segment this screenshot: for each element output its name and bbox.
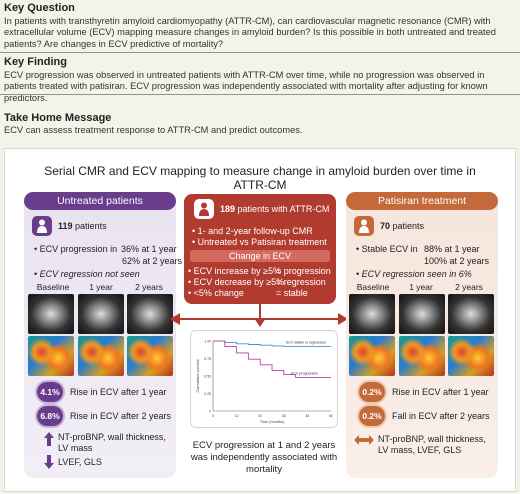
y-tick-label: 0 [209,410,211,414]
series-line [213,340,331,348]
key-finding-heading: Key Finding [4,56,67,68]
ecv-map-image [28,336,74,376]
y-axis-label: Cumulative survival [196,359,200,392]
patient-icon [354,216,374,236]
take-home-text: ECV can assess treatment response to ATT… [4,125,303,135]
center-row1-a: • ECV increase by ≥5% [188,266,282,276]
ecv-map-image [349,336,395,376]
patisiran-panel [346,192,498,478]
ecv-map-image [399,336,445,376]
center-row2-b: = regression [276,277,326,287]
img-label-2yr: 2 years [135,282,163,292]
x-tick-label: 60 [329,414,333,418]
patisiran-stable-1yr: 88% at 1 year [424,244,480,254]
untreated-prog-2yr: 62% at 2 years [122,256,183,266]
untreated-count: 119 [58,221,73,231]
patient-icon [194,199,214,219]
center-count-label: patients with ATTR-CM [237,204,330,214]
cmr-image [78,294,124,334]
untreated-header: Untreated patients [24,192,176,210]
survival-chart: 1.00 0.75 0.50 0.25 0 0 12 24 36 48 60 Time (months… [190,330,338,428]
patisiran-lr-text1: NT-proBNP, wall thickness, [378,434,486,444]
center-row3-a: • <5% change [188,288,244,298]
right-arrowhead-icon [338,313,348,325]
patisiran-stable-label: • Stable ECV in [356,244,418,254]
take-home-heading: Take Home Message [4,112,112,124]
patisiran-stable-2yr: 100% at 2 years [424,256,490,266]
x-tick-label: 24 [258,414,262,418]
center-row3-b: = stable [276,288,308,298]
left-right-arrow-icon [354,435,374,445]
patient-icon [32,216,52,236]
divider [0,52,520,53]
untreated-up-text2: LV mass [58,443,93,453]
left-arrowhead-icon [170,313,180,325]
y-tick-label: 0.75 [204,357,211,361]
x-tick-label: 48 [305,414,309,418]
cmr-image [28,294,74,334]
untreated-prog-1yr: 36% at 1 year [121,244,177,254]
figure-title: Serial CMR and ECV mapping to measure ch… [44,164,476,192]
rise-2yr-label: Rise in ECV after 2 years [70,411,172,421]
divider [0,94,520,95]
cmr-image [448,294,494,334]
down-arrow-icon [44,455,54,469]
untreated-down-text: LVEF, GLS [58,457,102,467]
patisiran-count: 70 [380,221,391,231]
center-row1-b: = progression [276,266,331,276]
untreated-count-label: patients [75,221,107,231]
key-question-text: In patients with transthyretin amyloid c… [4,16,496,49]
x-tick-label: 0 [212,414,214,418]
img-label-1yr: 1 year [409,282,433,292]
rise-1yr-badge: 0.2% [359,382,385,402]
patisiran-regression: • ECV regression seen in 6% [356,269,472,279]
img-label-1yr: 1 year [89,282,113,292]
rise-2yr-badge: 6.8% [37,406,63,426]
ecv-map-image [127,336,173,376]
patisiran-count-label: patients [392,221,425,231]
y-tick-label: 0.50 [204,375,211,379]
y-tick-label: 1.00 [204,340,211,344]
key-finding-text: ECV progression was observed in untreate… [4,70,488,103]
series-label: ECV stable or regression [286,341,326,345]
up-arrow-icon [44,432,54,446]
img-label-2yr: 2 years [455,282,483,292]
center-row2-a: • ECV decrease by ≥5% [188,277,285,287]
untreated-panel [24,192,176,478]
ecv-map-image [448,336,494,376]
patisiran-rise1-label: Rise in ECV after 1 year [392,387,489,397]
survival-chart-svg: 1.00 0.75 0.50 0.25 00 12 24 36 48 60 Time (months… [196,340,333,425]
series-label: ECV progression [291,371,318,375]
untreated-up-text1: NT-proBNP, wall thickness, [58,432,166,442]
x-axis-label: Time (months) [260,420,285,424]
series-line [213,340,331,378]
cmr-image [399,294,445,334]
x-tick-label: 36 [282,414,286,418]
x-tick-label: 12 [235,414,239,418]
patisiran-lr-text2: LV mass, LVEF, GLS [378,445,462,455]
key-question-heading: Key Question [4,2,75,14]
fall-2yr-badge: 0.2% [359,406,385,426]
cmr-image [349,294,395,334]
patisiran-fall2-label: Fall in ECV after 2 years [392,411,490,421]
center-caption: ECV progression at 1 and 2 years was ind… [190,440,338,475]
rise-1yr-badge: 4.1% [37,382,63,402]
ecv-map-image [78,336,124,376]
rise-1yr-label: Rise in ECV after 1 year [70,387,167,397]
center-bullet1: • 1- and 2-year follow-up CMR [192,226,313,236]
y-tick-label: 0.25 [204,392,211,396]
cmr-image [127,294,173,334]
untreated-prog-label: • ECV progression in [34,244,118,254]
center-bullet2: • Untreated vs Patisiran treatment [192,237,327,247]
img-label-baseline: Baseline [356,282,390,292]
img-label-baseline: Baseline [36,282,70,292]
down-arrowhead-icon [254,318,266,327]
center-count: 189 [220,204,236,214]
change-ecv-header: Change in ECV [228,251,292,261]
untreated-regression: • ECV regression not seen [34,269,140,279]
patisiran-header: Patisiran treatment [346,192,498,210]
